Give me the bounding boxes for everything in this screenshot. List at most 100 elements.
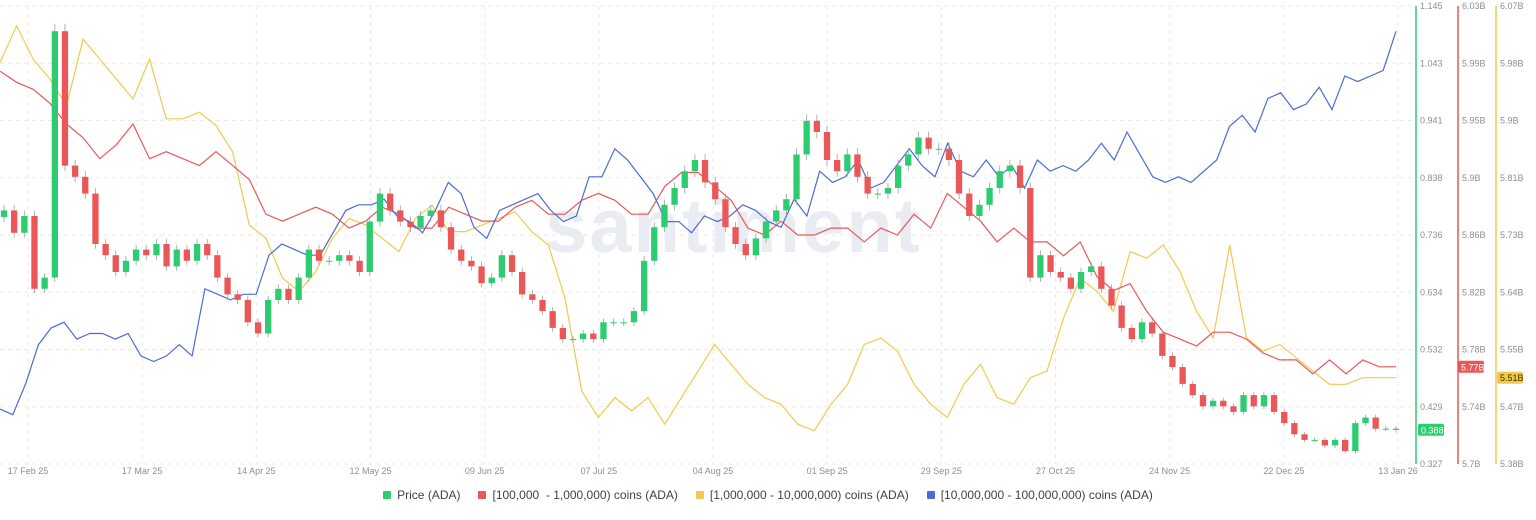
price-candle — [1281, 411, 1288, 424]
y-tick-label-holders-100k-1m: 5.82B — [1462, 287, 1486, 297]
price-candle — [1037, 255, 1044, 278]
y-tick-label-holders-1m-10m: 5.47B — [1500, 402, 1524, 412]
y-tick-label-holders-100k-1m: 5.9B — [1462, 173, 1481, 183]
price-candle — [31, 216, 38, 289]
price-candle — [468, 260, 475, 267]
series-layer — [0, 23, 1400, 454]
y-tick-label-price: 0.532 — [1420, 345, 1443, 355]
price-candle — [1108, 288, 1115, 306]
price-candle — [661, 204, 668, 228]
price-candle — [834, 160, 841, 172]
price-candle — [1362, 417, 1369, 424]
price-candle — [905, 154, 912, 166]
price-candle — [458, 249, 465, 261]
price-candle — [600, 322, 607, 340]
price-candle — [407, 221, 414, 228]
price-candle — [580, 333, 587, 340]
price-candle — [1169, 355, 1176, 368]
price-candle — [214, 255, 221, 278]
price-candle — [326, 260, 333, 262]
y-tick-label-price: 0.736 — [1420, 230, 1443, 240]
price-candle — [864, 176, 871, 194]
y-tick-label-holders-1m-10m: 5.81B — [1500, 173, 1524, 183]
price-candle — [1210, 400, 1217, 407]
price-candle — [92, 193, 99, 244]
price-candle — [163, 244, 170, 267]
price-candle — [803, 120, 810, 155]
legend-swatch-price — [383, 491, 392, 499]
y-tick-label-holders-1m-10m: 5.9B — [1500, 116, 1519, 126]
price-candle — [539, 299, 546, 312]
price-candle — [315, 249, 323, 261]
x-tick-label: 04 Aug 25 — [693, 466, 734, 476]
y-tick-label-holders-100k-1m: 5.95B — [1462, 116, 1486, 126]
x-tick-label: 22 Dec 25 — [1263, 466, 1304, 476]
y-tick-label-holders-1m-10m: 5.64B — [1500, 287, 1524, 297]
series-10m-100m-line — [0, 31, 1397, 416]
legend-item-price[interactable]: Price (ADA) — [383, 488, 460, 502]
y-tick-label-holders-100k-1m: 5.78B — [1462, 345, 1486, 355]
x-tick-label: 24 Nov 25 — [1149, 466, 1190, 476]
price-candle — [437, 210, 445, 228]
price-candle — [1382, 428, 1389, 430]
price-candle — [590, 333, 597, 340]
price-candle — [234, 294, 241, 300]
price-candle — [955, 160, 963, 194]
price-candle — [122, 260, 130, 272]
price-candle — [102, 244, 109, 256]
price-candle — [508, 255, 516, 272]
price-candle — [559, 327, 566, 340]
price-candle — [254, 322, 262, 334]
price-candle — [336, 255, 343, 261]
price-candle — [1342, 439, 1349, 452]
price-candle — [0, 210, 8, 217]
last-value-badge-holders-100k-1m — [1458, 360, 1484, 373]
price-candle — [773, 210, 780, 222]
price-candle — [1240, 395, 1247, 412]
x-tick-label: 12 May 25 — [349, 466, 391, 476]
legend-item-1m-10m[interactable]: [1,000,000 - 10,000,000) coins (ADA) — [695, 488, 909, 502]
price-candle — [427, 210, 434, 216]
grid — [0, 5, 1412, 465]
price-candle — [641, 260, 648, 312]
price-candle — [1291, 423, 1298, 435]
price-candle — [1057, 272, 1064, 278]
price-candle — [1098, 266, 1105, 289]
price-candle — [275, 288, 282, 300]
price-candle — [1199, 395, 1207, 407]
price-candle — [1006, 165, 1013, 172]
price-candle — [1189, 383, 1196, 396]
price-candle — [732, 227, 739, 244]
y-tick-label-price: 0.634 — [1420, 287, 1443, 297]
price-candle — [996, 171, 1003, 188]
price-candle — [681, 171, 688, 188]
price-candle — [1149, 322, 1156, 334]
y-tick-label-holders-100k-1m: 5.86B — [1462, 230, 1486, 240]
price-candle — [478, 266, 485, 284]
price-candle — [265, 299, 272, 334]
y-tick-label-holders-100k-1m: 5.74B — [1462, 402, 1486, 412]
price-candle — [549, 311, 556, 328]
price-candle — [417, 216, 424, 228]
price-candle — [51, 31, 58, 278]
y-tick-label-price: 1.145 — [1420, 1, 1443, 11]
price-candle — [569, 339, 577, 341]
price-candle — [1159, 333, 1166, 356]
y-tick-label-price: 0.327 — [1420, 459, 1443, 469]
price-candle — [610, 322, 617, 324]
series-1m-10m-line — [0, 24, 1396, 432]
price-candle — [193, 244, 201, 261]
price-candle — [762, 221, 770, 239]
legend-item-10m-100m[interactable]: [10,000,000 - 100,000,000) coins (ADA) — [926, 488, 1153, 502]
price-candle — [1067, 277, 1074, 289]
x-tick-label: 27 Oct 25 — [1036, 466, 1075, 476]
last-value-badge-holders-1m-10m — [1497, 371, 1523, 384]
price-candle — [1077, 272, 1085, 289]
price-candle — [397, 210, 404, 222]
price-candle — [112, 255, 119, 272]
legend-item-100k-1m[interactable]: [100,000 - 1,000,000) coins (ADA) — [478, 488, 678, 502]
x-tick-label: 14 Apr 25 — [237, 466, 276, 476]
price-candle — [183, 249, 190, 261]
price-candle — [244, 299, 251, 323]
price-candle — [41, 277, 48, 289]
